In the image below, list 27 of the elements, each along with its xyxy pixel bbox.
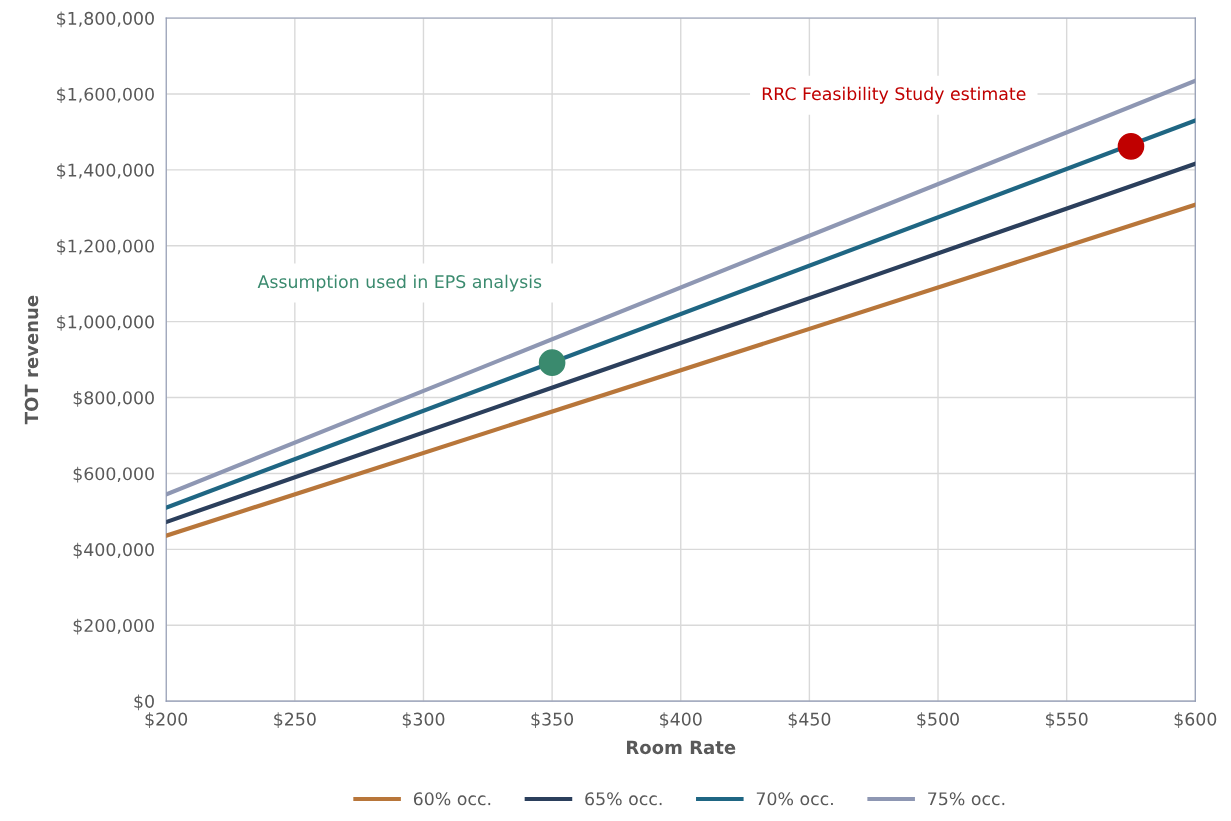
x-tick-label: $350 [531,712,574,728]
x-tick-label: $250 [274,712,316,728]
y-tick-label: $1,600,000 [57,87,154,104]
y-tick-label: $400,000 [73,542,154,559]
y-tick-label: $1,400,000 [57,163,154,179]
x-axis-title: Room Rate [627,740,736,755]
y-tick-label: $200,000 [73,618,154,635]
y-tick-label: $800,000 [73,390,154,407]
x-tick-label: $500 [917,712,959,728]
x-tick-label: $200 [145,712,188,728]
annotation: Assumption used in EPS analysis [257,274,542,292]
legend-label: 75% occ. [928,792,1005,806]
x-tick-label: $450 [788,712,831,728]
y-tick-label: $1,200,000 [57,239,154,255]
y-tick-label: $600,000 [73,466,154,483]
annotation: RRC Feasibility Study estimate [762,86,1026,104]
y-tick-label: $1,000,000 [57,315,154,331]
y-axis-title: TOT revenue [24,295,39,425]
legend-label: 65% occ. [585,792,662,806]
x-tick-label: $550 [1046,712,1088,728]
x-tick-label: $400 [660,712,702,728]
legend-label: 60% occ. [413,792,491,806]
y-tick-label: $0 [134,694,154,711]
x-tick-label: $600 [1174,712,1217,728]
x-tick-label: $300 [402,712,445,728]
legend-label: 70% occ. [756,792,833,806]
y-tick-label: $1,800,000 [57,11,154,28]
